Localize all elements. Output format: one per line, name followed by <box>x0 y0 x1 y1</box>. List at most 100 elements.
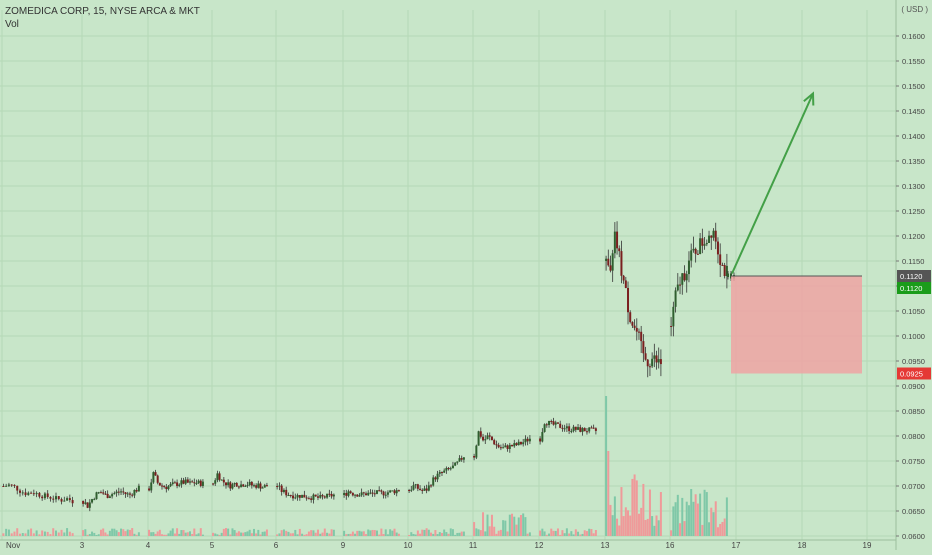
volume-bar <box>330 529 333 536</box>
volume-bar <box>659 492 662 536</box>
price-label-bg <box>897 367 931 380</box>
volume-bar <box>640 507 643 536</box>
candle-body <box>41 496 44 499</box>
candle-body <box>674 290 677 307</box>
volume-bar <box>108 530 111 536</box>
candle-body <box>690 250 693 261</box>
volume-bar <box>131 528 134 536</box>
volume-bar <box>502 520 505 536</box>
volume-bar <box>708 522 711 536</box>
axis-unit-label[interactable]: ( USD ) <box>901 5 928 14</box>
candle-body <box>574 426 577 430</box>
volume-bar <box>186 532 189 536</box>
candle-body <box>552 421 555 425</box>
volume-bar <box>197 533 200 536</box>
volume-bar <box>189 531 191 536</box>
volume-bar <box>305 534 308 536</box>
volume-bar <box>323 528 326 536</box>
candle-body <box>550 420 553 422</box>
volume-bar <box>613 496 616 536</box>
candle-body <box>421 489 424 491</box>
candle-body <box>240 484 243 488</box>
candle-body <box>253 485 255 487</box>
volume-bar <box>30 528 33 536</box>
volume-bar <box>301 533 304 536</box>
volume-bar <box>150 532 153 536</box>
candle-body <box>648 366 651 368</box>
symbol-line: ZOMEDICA CORP, 15, NYSE ARCA & MKT <box>5 6 200 17</box>
volume-bar <box>490 514 493 536</box>
volume-bar <box>216 534 219 536</box>
candle-body <box>345 492 348 496</box>
volume-bar <box>412 533 415 536</box>
volume-bar <box>349 533 352 536</box>
candle-body <box>676 284 679 291</box>
volume-bar <box>681 497 684 536</box>
volume-bar <box>408 534 411 536</box>
candle-body <box>635 327 638 332</box>
candle-body <box>386 492 389 495</box>
candle-body <box>310 498 313 500</box>
volume-bar <box>152 532 155 536</box>
candle-body <box>716 241 719 255</box>
volume-bar <box>148 529 151 536</box>
candle-body <box>19 490 21 493</box>
candle-body <box>449 468 452 470</box>
candle-body <box>701 238 704 246</box>
candle-body <box>111 494 114 497</box>
volume-bar <box>32 533 35 536</box>
candle-body <box>631 322 634 326</box>
price-label-bg <box>897 282 931 294</box>
volume-bar <box>449 528 452 536</box>
candle-body <box>301 494 304 498</box>
price-label-1: 0.1120 <box>897 282 931 294</box>
candle-body <box>5 485 8 487</box>
volume-bar <box>414 534 417 536</box>
volume-bar <box>432 533 435 536</box>
volume-bar <box>246 531 249 536</box>
candle-body <box>248 481 251 485</box>
volume-bar <box>541 528 544 536</box>
candle-body <box>605 258 608 261</box>
volume-bar <box>421 529 424 536</box>
y-tick-label-7: 0.0950 <box>902 357 925 366</box>
candle-body <box>30 492 33 494</box>
volume-bar <box>687 505 690 536</box>
volume-bar <box>637 513 640 536</box>
volume-bar <box>21 533 24 536</box>
volume-bar <box>380 528 383 536</box>
volume-bar <box>493 526 496 536</box>
volume-bar <box>294 529 297 536</box>
volume-bar <box>2 533 5 536</box>
volume-bar <box>345 534 348 536</box>
x-tick-label-7: 11 <box>469 541 478 550</box>
volume-bar <box>354 533 357 536</box>
candle-body <box>195 483 198 485</box>
candle-body <box>97 492 100 494</box>
volume-bar <box>104 532 107 536</box>
candle-body <box>618 248 621 252</box>
volume-bar <box>642 483 645 536</box>
candle-body <box>651 358 654 367</box>
volume-bar <box>725 497 728 536</box>
candle-body <box>289 495 292 497</box>
candle-body <box>434 477 437 480</box>
volume-bar <box>71 533 74 536</box>
candle-body <box>122 491 125 493</box>
volume-bar <box>310 530 313 536</box>
candle-body <box>659 359 662 365</box>
volume-bar <box>416 530 419 536</box>
volume-bar <box>423 529 426 536</box>
volume-bar <box>332 529 335 536</box>
volume-bar <box>43 531 46 536</box>
volume-bar <box>618 525 621 536</box>
volume-bar <box>362 531 365 536</box>
volume-bar <box>508 514 511 536</box>
candle-body <box>522 442 525 445</box>
volume-bar <box>683 521 686 536</box>
candle-body <box>278 485 281 487</box>
candle-body <box>588 427 591 432</box>
